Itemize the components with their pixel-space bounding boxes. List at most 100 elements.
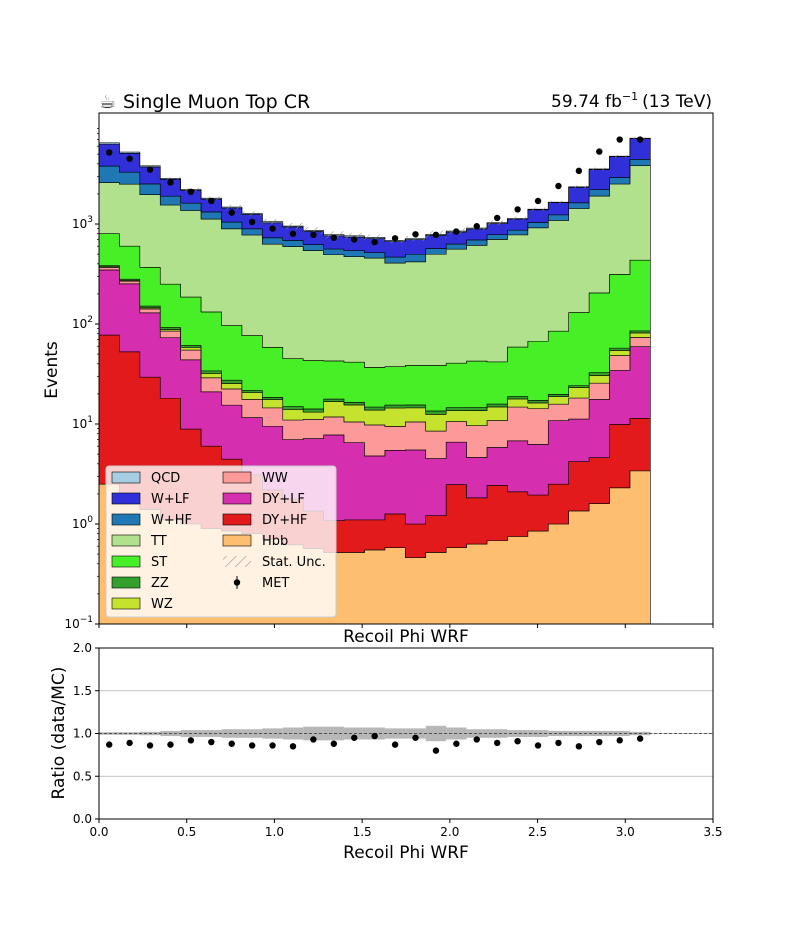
stat-unc-bin [139, 164, 161, 167]
energy-label: (13 TeV) [642, 92, 712, 112]
ratio-x-tick-label: 2.0 [440, 825, 459, 839]
legend-label-stat-unc-: Stat. Unc. [262, 555, 326, 570]
ratio-point [248, 742, 256, 749]
legend-swatch-dy-lf [222, 492, 252, 505]
ratio-x-tick-label: 0.5 [177, 825, 196, 839]
lumi-value: 59.74 fb [551, 92, 622, 112]
ratio-point [351, 734, 358, 741]
ratio-unc-bin [507, 730, 528, 737]
stat-unc-bin [303, 227, 324, 235]
legend-label-dy-lf: DY+LF [262, 492, 305, 507]
data-point [167, 179, 174, 186]
legend-label-w-lf: W+LF [151, 492, 189, 507]
data-point [289, 230, 297, 237]
stat-unc-bin [364, 234, 385, 241]
ratio-point [493, 739, 501, 747]
legend-box [105, 465, 337, 618]
y-tick-label: 102 [72, 315, 93, 331]
x-axis-label: Recoil Phi WRF [343, 843, 469, 863]
legend-swatch-dy-hf [222, 513, 252, 526]
ratio-point [596, 738, 603, 746]
legend-swatch-zz [111, 576, 141, 589]
stat-unc-bin [282, 223, 304, 230]
legend-swatch-w-lf [111, 492, 141, 505]
legend-swatch-st [111, 555, 141, 568]
stat-unc-bin [589, 167, 610, 171]
legend-marker-met [233, 579, 241, 586]
ratio-point [208, 738, 215, 746]
legend-label-w-hf: W+HF [151, 513, 192, 528]
ratio-x-tick-label: 3.0 [616, 825, 635, 839]
ratio-point [167, 741, 174, 748]
main-y-axis: 10−1 100 101 102 103 [64, 128, 99, 631]
data-point [330, 234, 338, 241]
ratio-y-tick-label: 1.5 [73, 684, 92, 698]
data-point [371, 238, 378, 246]
legend-swatch-qcd [111, 471, 141, 484]
ratio-point [412, 734, 419, 741]
data-point [534, 197, 542, 205]
ratio-point [289, 743, 297, 750]
ratio-point [616, 737, 623, 744]
data-point [432, 231, 440, 239]
stat-unc-bin [119, 151, 140, 153]
legend-label-wz: WZ [151, 597, 173, 612]
ratio-point [555, 739, 562, 747]
ratio-point [514, 737, 521, 745]
stat-unc-bin [609, 154, 630, 158]
legend: QCD WW W+LF DY+LF W+HF DY+HF TT Hbb ST Stat. Unc.… [105, 465, 337, 618]
stat-unc-bin [405, 235, 426, 242]
ratio-unc-bin [527, 730, 549, 737]
data-point [391, 235, 399, 242]
ratio-point [371, 732, 378, 740]
stat-unc-bin [507, 216, 528, 221]
ratio-points [106, 732, 644, 754]
stat-unc-bin [241, 211, 263, 216]
data-point [514, 206, 521, 213]
lumi-exponent: −1 [622, 90, 638, 103]
stat-unc-bin [262, 219, 283, 225]
legend-label-qcd: QCD [151, 471, 180, 486]
stat-unc-bin [221, 204, 242, 210]
ratio-y-tick-label: 2.0 [73, 641, 92, 655]
stat-unc-bin [99, 142, 120, 144]
data-point [106, 149, 113, 156]
ratio-point [310, 736, 317, 743]
data-points [106, 136, 644, 246]
data-point [146, 166, 154, 173]
ratio-y-axis-label: Ratio (data/MC) [49, 667, 69, 800]
y-tick-label: 10−1 [64, 615, 93, 631]
data-point [351, 236, 358, 243]
main-plot-frame [98, 112, 714, 625]
data-point [575, 167, 583, 175]
ratio-unc-bin [241, 729, 263, 738]
chart-title: Single Muon Top CR [123, 91, 310, 113]
legend-label-st: ST [151, 555, 167, 570]
legend-label-met: MET [262, 576, 289, 591]
data-point [412, 231, 419, 238]
ratio-y-tick-label: 0.5 [73, 769, 92, 783]
ratio-point [269, 742, 276, 749]
stat-unc-bin [527, 207, 549, 211]
data-point [555, 182, 562, 190]
ratio-plot: 0.0 0.5 1.0 1.5 2.0 0.0 0.5 1.0 1.5 2.0 2.5 3.0 3.5… [49, 641, 723, 863]
data-point [493, 214, 501, 222]
ratio-y-tick-label: 1.0 [73, 727, 92, 741]
ratio-point [330, 740, 338, 747]
ratio-unc-bin [486, 729, 508, 738]
ratio-point [534, 742, 542, 749]
data-point [473, 223, 480, 230]
y-tick-label: 100 [72, 515, 93, 531]
data-point [126, 155, 133, 162]
ratio-point [453, 740, 460, 747]
legend-label-dy-hf: DY+HF [262, 513, 307, 528]
legend-swatch-wz [111, 597, 141, 610]
title-icon: ☕ [99, 91, 116, 113]
ratio-x-tick-label: 1.5 [353, 825, 372, 839]
legend-swatch-w-hf [111, 513, 141, 526]
ratio-point [228, 740, 235, 747]
main-x-axis-label: Recoil Phi WRF [343, 627, 469, 647]
legend-swatch-stat-unc- [223, 556, 251, 567]
ratio-unc-bin [548, 730, 569, 737]
